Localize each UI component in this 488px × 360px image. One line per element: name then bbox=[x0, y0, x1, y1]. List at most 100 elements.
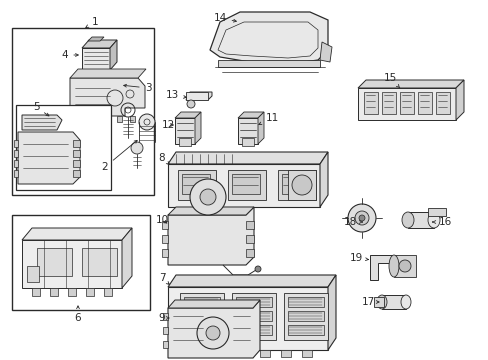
Bar bbox=[236, 311, 271, 321]
Polygon shape bbox=[18, 132, 80, 184]
Bar bbox=[238, 118, 258, 144]
Polygon shape bbox=[14, 160, 18, 167]
Bar bbox=[287, 325, 324, 335]
Polygon shape bbox=[245, 221, 253, 229]
Polygon shape bbox=[82, 48, 110, 70]
Polygon shape bbox=[258, 112, 264, 144]
Bar bbox=[373, 297, 383, 307]
Polygon shape bbox=[239, 350, 248, 357]
Polygon shape bbox=[231, 293, 275, 340]
Bar bbox=[417, 92, 431, 114]
Polygon shape bbox=[195, 112, 201, 144]
Polygon shape bbox=[73, 160, 80, 167]
Bar bbox=[282, 174, 309, 194]
Polygon shape bbox=[218, 350, 227, 357]
Polygon shape bbox=[178, 170, 216, 200]
Polygon shape bbox=[117, 116, 122, 122]
Circle shape bbox=[190, 179, 225, 215]
Circle shape bbox=[131, 142, 142, 154]
Polygon shape bbox=[91, 116, 96, 122]
Polygon shape bbox=[245, 249, 253, 257]
Text: 14: 14 bbox=[213, 13, 236, 23]
Polygon shape bbox=[302, 350, 311, 357]
Ellipse shape bbox=[400, 295, 410, 309]
Text: 5: 5 bbox=[33, 102, 49, 116]
Text: 18: 18 bbox=[343, 217, 362, 227]
Polygon shape bbox=[68, 288, 76, 296]
Polygon shape bbox=[369, 255, 391, 280]
Polygon shape bbox=[73, 150, 80, 157]
Bar bbox=[381, 92, 395, 114]
Polygon shape bbox=[327, 275, 335, 350]
Text: 7: 7 bbox=[159, 273, 169, 284]
Text: 1: 1 bbox=[85, 17, 98, 27]
Polygon shape bbox=[168, 300, 260, 358]
Bar bbox=[183, 325, 220, 335]
Polygon shape bbox=[357, 80, 463, 88]
Bar bbox=[363, 92, 377, 114]
Circle shape bbox=[139, 114, 155, 130]
Text: 6: 6 bbox=[75, 306, 81, 323]
Polygon shape bbox=[185, 92, 212, 100]
Polygon shape bbox=[168, 207, 253, 265]
Polygon shape bbox=[70, 69, 146, 78]
Polygon shape bbox=[162, 249, 168, 257]
Polygon shape bbox=[70, 78, 145, 116]
Circle shape bbox=[347, 204, 375, 232]
Polygon shape bbox=[22, 240, 122, 288]
Polygon shape bbox=[14, 170, 18, 177]
Text: 13: 13 bbox=[165, 90, 186, 100]
Polygon shape bbox=[168, 300, 260, 308]
Bar bbox=[175, 118, 195, 144]
Polygon shape bbox=[163, 313, 168, 320]
Bar bbox=[287, 170, 315, 200]
Polygon shape bbox=[357, 88, 455, 120]
Text: 8: 8 bbox=[159, 153, 169, 165]
Circle shape bbox=[186, 100, 195, 108]
Bar bbox=[407, 212, 433, 228]
Polygon shape bbox=[185, 92, 207, 100]
Polygon shape bbox=[245, 235, 253, 243]
Polygon shape bbox=[180, 293, 224, 340]
Polygon shape bbox=[455, 80, 463, 120]
Ellipse shape bbox=[427, 212, 439, 228]
Polygon shape bbox=[284, 293, 327, 340]
Circle shape bbox=[200, 189, 216, 205]
Circle shape bbox=[197, 317, 228, 349]
Polygon shape bbox=[32, 288, 40, 296]
Polygon shape bbox=[218, 60, 319, 67]
Bar bbox=[287, 311, 324, 321]
Bar bbox=[427, 208, 445, 216]
Text: 4: 4 bbox=[61, 50, 78, 60]
Bar bbox=[182, 174, 209, 194]
Bar bbox=[242, 138, 253, 146]
Polygon shape bbox=[176, 350, 185, 357]
Polygon shape bbox=[260, 350, 269, 357]
Circle shape bbox=[354, 211, 368, 225]
Text: 15: 15 bbox=[383, 73, 399, 88]
Polygon shape bbox=[238, 112, 264, 118]
Polygon shape bbox=[104, 288, 112, 296]
Polygon shape bbox=[163, 341, 168, 348]
Circle shape bbox=[291, 175, 311, 195]
Bar bbox=[16, 105, 111, 190]
Circle shape bbox=[358, 215, 364, 221]
Bar bbox=[12, 215, 150, 310]
Polygon shape bbox=[281, 350, 290, 357]
Polygon shape bbox=[110, 40, 117, 70]
Polygon shape bbox=[14, 140, 18, 147]
Text: 17: 17 bbox=[361, 297, 378, 307]
Bar bbox=[179, 138, 191, 146]
Polygon shape bbox=[227, 170, 265, 200]
Text: 16: 16 bbox=[432, 217, 451, 227]
Bar bbox=[12, 28, 154, 195]
Polygon shape bbox=[86, 288, 94, 296]
Polygon shape bbox=[168, 287, 327, 350]
Circle shape bbox=[398, 260, 410, 272]
Polygon shape bbox=[162, 221, 168, 229]
Bar bbox=[37, 248, 72, 276]
Polygon shape bbox=[168, 152, 327, 164]
Polygon shape bbox=[168, 275, 335, 287]
Bar bbox=[236, 297, 271, 307]
Polygon shape bbox=[319, 152, 327, 207]
